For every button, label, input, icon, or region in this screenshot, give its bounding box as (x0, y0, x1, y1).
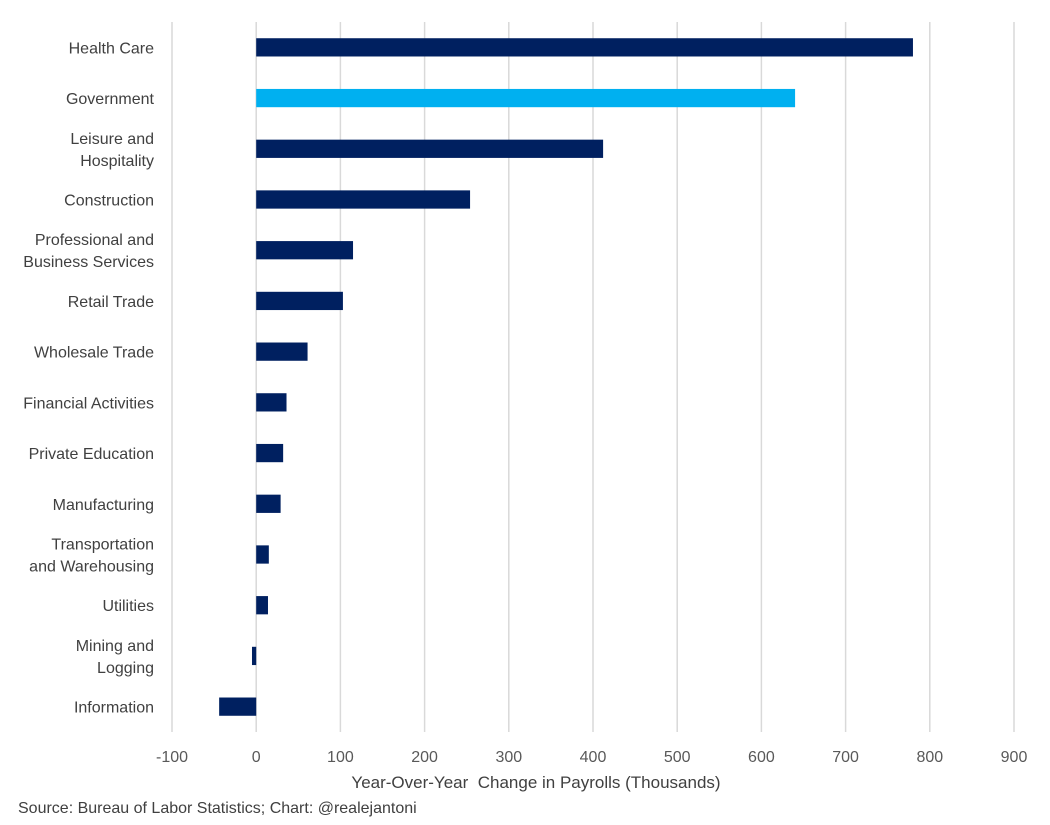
bar-6 (256, 342, 308, 361)
x-tick-label-3: 200 (411, 749, 438, 766)
bar-2 (256, 139, 604, 158)
category-label-10: Transportation and Warehousing (29, 537, 154, 576)
bar-13 (219, 697, 257, 716)
category-label-11: Utilities (102, 598, 154, 615)
category-label-4: Professional and Business Services (23, 232, 154, 271)
category-label-1: Government (66, 91, 155, 108)
x-tick-label-7: 600 (748, 749, 775, 766)
bar-chart: Health Care Government Leisure and Hospital… (23, 22, 1027, 792)
bar-0 (256, 38, 913, 57)
bar-12 (251, 646, 257, 666)
category-label-5: Retail Trade (68, 294, 154, 311)
category-label-9: Manufacturing (53, 497, 154, 514)
bar-9 (256, 494, 281, 513)
bar-11 (256, 596, 268, 615)
bar-4 (256, 241, 354, 260)
x-tick-label-2: 100 (327, 749, 354, 766)
category-label-13: Information (74, 700, 154, 717)
x-tick-label-9: 800 (916, 749, 943, 766)
source-note: Source: Bureau of Labor Statistics; Char… (18, 800, 417, 817)
category-label-0: Health Care (69, 40, 154, 57)
category-labels: Health Care Government Leisure and Hospital… (23, 40, 154, 716)
x-tick-label-1: 0 (252, 749, 261, 766)
x-tick-label-4: 300 (495, 749, 522, 766)
bar-7 (256, 393, 287, 412)
category-label-12: Mining and Logging (76, 638, 154, 677)
category-label-8: Private Education (29, 446, 154, 463)
x-tick-label-6: 500 (664, 749, 691, 766)
bar-10 (256, 545, 269, 564)
x-tick-labels: -100 0 100 200 300 400 500 600 700 800 900 (156, 749, 1027, 766)
bar-5 (256, 291, 343, 311)
x-tick-label-8: 700 (832, 749, 859, 766)
category-label-3: Construction (64, 193, 154, 210)
bar-8 (256, 443, 284, 463)
gridlines (171, 22, 1015, 732)
category-label-2: Leisure and Hospitality (70, 131, 154, 170)
bar-1 (256, 88, 796, 108)
x-tick-label-5: 400 (580, 749, 607, 766)
bar-3 (256, 190, 471, 209)
category-label-7: Financial Activities (23, 395, 154, 412)
x-axis-title: Year-Over-Year Change in Payrolls (Thous… (351, 773, 720, 792)
category-label-6: Wholesale Trade (34, 345, 154, 362)
x-tick-label-0: -100 (156, 749, 188, 766)
x-tick-label-10: 900 (1001, 749, 1028, 766)
bars (219, 38, 913, 716)
